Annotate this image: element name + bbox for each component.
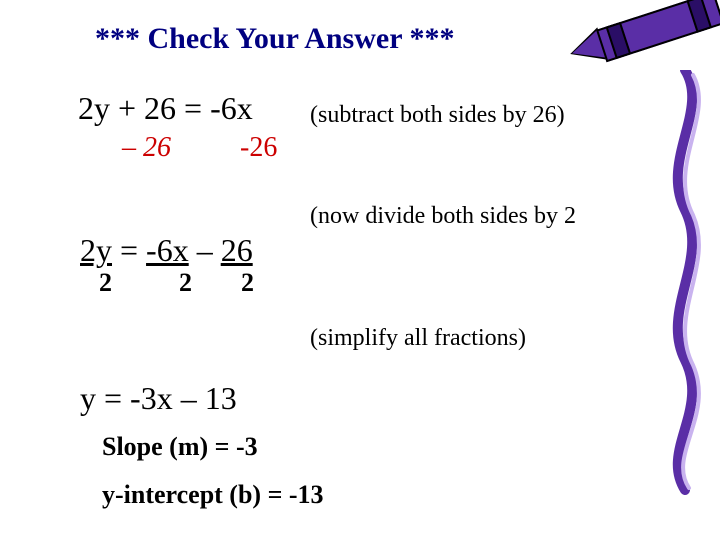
page-title: *** Check Your Answer *** <box>95 22 454 56</box>
step-subtract-left: – 26 <box>122 132 171 164</box>
equation-1: 2y + 26 = -6x <box>78 90 253 127</box>
eq2-term-2y: 2y <box>80 232 112 268</box>
eq2-term-neg6x: -6x <box>146 232 189 268</box>
fraction-denominator: 2 <box>241 268 254 298</box>
slope-result: Slope (m) = -3 <box>102 432 258 462</box>
fraction-denominator: 2 <box>99 268 112 298</box>
swoosh-icon <box>655 70 715 500</box>
intercept-result: y-intercept (b) = -13 <box>102 480 324 510</box>
equation-3: y = -3x – 13 <box>80 380 237 417</box>
note-subtract: (subtract both sides by 26) <box>310 102 565 129</box>
note-divide: (now divide both sides by 2 <box>310 203 576 230</box>
eq2-equals: = <box>112 232 146 268</box>
equation-2: 2y = -6x – 26 <box>80 232 253 269</box>
step-subtract-right: -26 <box>240 132 277 164</box>
note-simplify: (simplify all fractions) <box>310 325 526 352</box>
fraction-denominator: 2 <box>179 268 192 298</box>
eq2-minus-26: – 26 <box>189 232 253 268</box>
